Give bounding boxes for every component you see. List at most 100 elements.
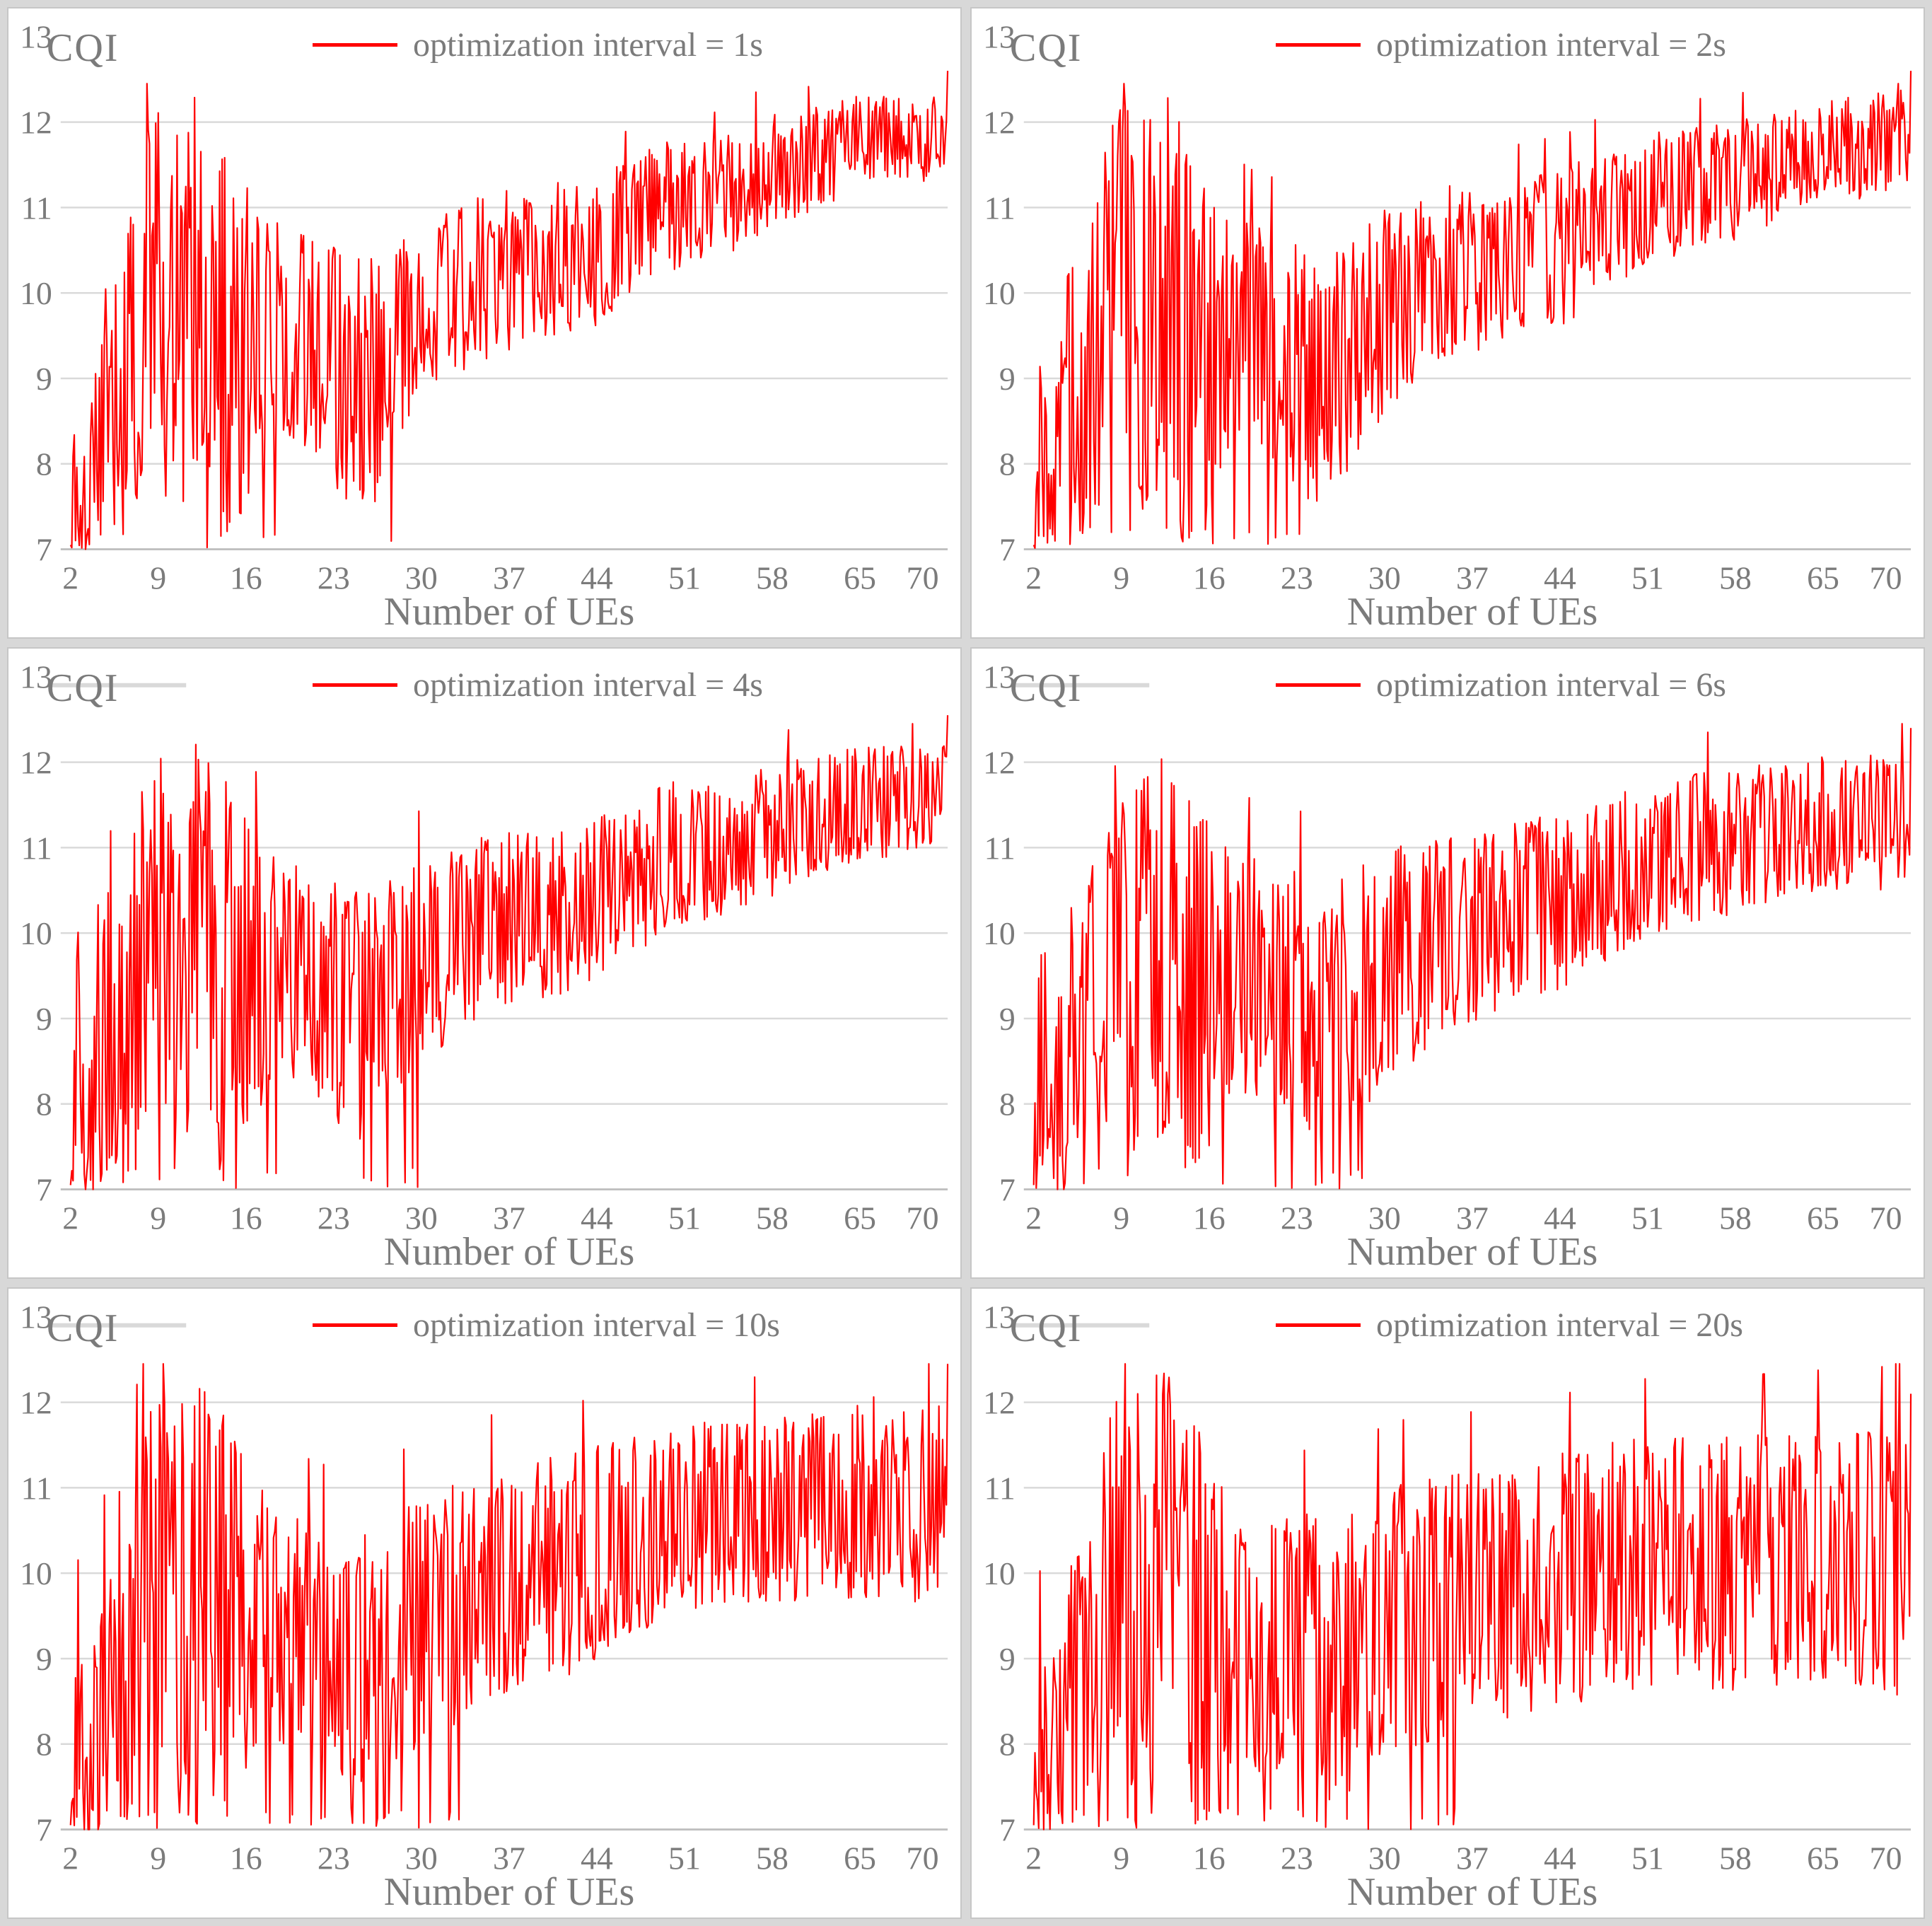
svg-text:16: 16 — [230, 559, 262, 596]
svg-text:12: 12 — [20, 745, 52, 781]
svg-text:13: 13 — [20, 659, 52, 695]
svg-text:37: 37 — [1456, 1840, 1489, 1876]
svg-text:58: 58 — [1719, 559, 1752, 596]
svg-text:9: 9 — [150, 559, 166, 596]
svg-text:30: 30 — [1368, 559, 1401, 596]
svg-text:23: 23 — [1281, 1840, 1313, 1876]
svg-text:9: 9 — [999, 1641, 1016, 1677]
chart-panel-interval-2s: 7 8 9 10 11 12 13 2 9 16 23 30 37 44 51 58 65 70 CQI opti… — [970, 7, 1925, 639]
svg-text:8: 8 — [36, 1086, 52, 1122]
legend-label: optimization interval = 2s — [1376, 26, 1726, 64]
x-axis-title: Number of UEs — [1346, 590, 1598, 634]
svg-text:9: 9 — [36, 1001, 52, 1037]
svg-text:58: 58 — [1719, 1840, 1752, 1876]
y-axis-label: CQI — [47, 1306, 120, 1350]
svg-text:11: 11 — [984, 1470, 1016, 1506]
svg-text:23: 23 — [1281, 1200, 1313, 1236]
svg-text:30: 30 — [405, 1200, 438, 1236]
svg-text:8: 8 — [999, 446, 1016, 482]
svg-text:30: 30 — [405, 559, 438, 596]
svg-text:58: 58 — [756, 559, 788, 596]
legend-key-line — [313, 683, 397, 687]
svg-text:12: 12 — [983, 1385, 1016, 1421]
legend-key-line — [1276, 1323, 1361, 1327]
svg-text:7: 7 — [999, 1172, 1016, 1208]
svg-text:13: 13 — [20, 1299, 52, 1335]
svg-text:2: 2 — [1025, 559, 1042, 596]
svg-text:11: 11 — [21, 830, 52, 866]
svg-text:51: 51 — [668, 559, 701, 596]
svg-text:23: 23 — [318, 1840, 350, 1876]
svg-text:13: 13 — [983, 1299, 1016, 1335]
svg-text:16: 16 — [1193, 1840, 1226, 1876]
y-axis-label: CQI — [1010, 26, 1083, 70]
svg-text:16: 16 — [1193, 559, 1226, 596]
legend-key-line — [1276, 683, 1361, 687]
svg-text:8: 8 — [36, 446, 52, 482]
svg-text:70: 70 — [907, 1840, 939, 1876]
svg-text:65: 65 — [844, 559, 876, 596]
svg-text:11: 11 — [984, 830, 1016, 866]
svg-text:9: 9 — [36, 361, 52, 397]
svg-text:65: 65 — [844, 1840, 876, 1876]
legend-label: optimization interval = 20s — [1376, 1306, 1743, 1344]
svg-text:13: 13 — [983, 659, 1016, 695]
svg-text:2: 2 — [62, 1840, 78, 1876]
svg-text:7: 7 — [36, 1172, 52, 1208]
svg-text:70: 70 — [1870, 1840, 1902, 1876]
cqi-line-chart: 7 8 9 10 11 12 13 2 9 16 23 30 37 44 51 58 65 70 — [983, 1299, 1912, 1876]
chart-panel-interval-1s: 7 8 9 10 11 12 13 2 9 16 23 30 37 44 51 58 65 70 CQI opti… — [7, 7, 962, 639]
legend-label: optimization interval = 10s — [413, 1306, 780, 1344]
svg-text:44: 44 — [581, 1200, 613, 1236]
svg-text:51: 51 — [668, 1200, 701, 1236]
svg-text:2: 2 — [62, 559, 78, 596]
svg-text:65: 65 — [844, 1200, 876, 1236]
svg-text:70: 70 — [1870, 1200, 1902, 1236]
svg-text:9: 9 — [150, 1840, 166, 1876]
cqi-line-chart: 7 8 9 10 11 12 13 2 9 16 23 30 37 44 51 58 65 70 — [20, 659, 949, 1236]
svg-text:7: 7 — [36, 532, 52, 568]
cqi-line-chart: 7 8 9 10 11 12 13 2 9 16 23 30 37 44 51 58 65 70 — [20, 1299, 949, 1876]
svg-text:12: 12 — [983, 745, 1016, 781]
svg-text:37: 37 — [1456, 559, 1489, 596]
y-axis-label: CQI — [1010, 666, 1083, 710]
svg-text:44: 44 — [1544, 559, 1576, 596]
svg-text:10: 10 — [983, 1555, 1016, 1591]
svg-text:37: 37 — [1456, 1200, 1489, 1236]
svg-text:9: 9 — [1113, 1200, 1129, 1236]
svg-text:37: 37 — [493, 1200, 525, 1236]
svg-text:44: 44 — [581, 1840, 613, 1876]
svg-text:2: 2 — [1025, 1840, 1042, 1876]
svg-text:8: 8 — [999, 1727, 1016, 1763]
svg-text:10: 10 — [20, 915, 52, 951]
x-axis-title: Number of UEs — [383, 1870, 635, 1914]
svg-text:8: 8 — [36, 1727, 52, 1763]
svg-text:12: 12 — [983, 105, 1016, 141]
x-axis-title: Number of UEs — [1346, 1870, 1598, 1914]
cqi-line-chart: 7 8 9 10 11 12 13 2 9 16 23 30 37 44 51 58 65 70 — [20, 19, 949, 596]
svg-text:58: 58 — [1719, 1200, 1752, 1236]
svg-text:58: 58 — [756, 1200, 788, 1236]
svg-text:2: 2 — [62, 1200, 78, 1236]
legend: optimization interval = 20s — [1276, 1306, 1743, 1345]
y-axis-label: CQI — [47, 26, 120, 70]
legend-label: optimization interval = 6s — [1376, 666, 1726, 704]
y-axis-label: CQI — [47, 666, 120, 710]
svg-text:51: 51 — [1631, 559, 1664, 596]
svg-text:7: 7 — [36, 1812, 52, 1848]
legend: optimization interval = 6s — [1276, 666, 1726, 704]
svg-text:2: 2 — [1025, 1200, 1042, 1236]
svg-text:11: 11 — [21, 1470, 52, 1506]
svg-text:70: 70 — [907, 1200, 939, 1236]
svg-text:51: 51 — [1631, 1200, 1664, 1236]
svg-text:16: 16 — [1193, 1200, 1226, 1236]
svg-text:23: 23 — [318, 559, 350, 596]
svg-text:12: 12 — [20, 1385, 52, 1421]
chart-panel-interval-20s: 7 8 9 10 11 12 13 2 9 16 23 30 37 44 51 58 65 70 CQI opti… — [970, 1287, 1925, 1919]
svg-text:9: 9 — [150, 1200, 166, 1236]
legend-label: optimization interval = 1s — [413, 26, 763, 64]
svg-text:44: 44 — [1544, 1200, 1576, 1236]
svg-text:13: 13 — [983, 19, 1016, 55]
svg-text:51: 51 — [668, 1840, 701, 1876]
svg-text:9: 9 — [1113, 1840, 1129, 1876]
